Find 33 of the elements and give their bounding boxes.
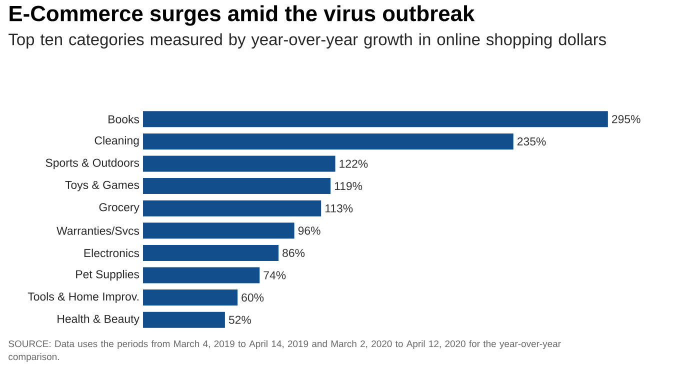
y-tick-label: Health & Beauty <box>58 314 140 326</box>
bar <box>143 111 608 128</box>
data-label: 74% <box>264 271 286 280</box>
bar <box>143 290 238 306</box>
bar <box>143 222 294 239</box>
y-tick-label: Grocery <box>99 203 140 214</box>
chart-title: E-Commerce surges amid the virus outbreak <box>10 5 475 26</box>
y-tick-label: Books <box>108 114 140 124</box>
bar <box>143 133 514 150</box>
bar <box>143 178 331 194</box>
y-tick-label: Sports & Outdoors <box>46 158 140 170</box>
data-label: 96% <box>298 226 320 235</box>
bar <box>143 244 279 261</box>
bar <box>143 267 260 284</box>
source-note: SOURCE: Data uses the periods from March 4, 2019 to April 14, 2019 and March 2, 2020 to April 12, 2020 for the year-over-year comparison. <box>8 340 561 362</box>
data-label: 119% <box>334 182 362 190</box>
y-tick-label: Electronics <box>84 248 140 258</box>
data-label: 86% <box>282 248 305 258</box>
chart-subtitle: Top ten categories measured by year-over-year growth in online shopping dollars <box>8 33 606 49</box>
y-tick-label: Tools & Home Improv. <box>28 292 138 303</box>
data-label: 60% <box>242 293 264 302</box>
bar <box>143 200 322 216</box>
data-label: 113% <box>325 204 353 212</box>
y-tick-label: Warranties/Svcs <box>56 226 140 235</box>
data-label: 295% <box>612 115 640 124</box>
data-label: 52% <box>228 316 251 324</box>
data-label: 122% <box>340 160 368 168</box>
y-tick-label: Toys & Games <box>65 180 140 192</box>
data-label: 235% <box>517 137 546 146</box>
bar <box>143 156 336 172</box>
bar <box>143 312 225 328</box>
y-tick-label: Cleaning <box>94 136 139 147</box>
y-tick-label: Pet Supplies <box>76 270 140 281</box>
